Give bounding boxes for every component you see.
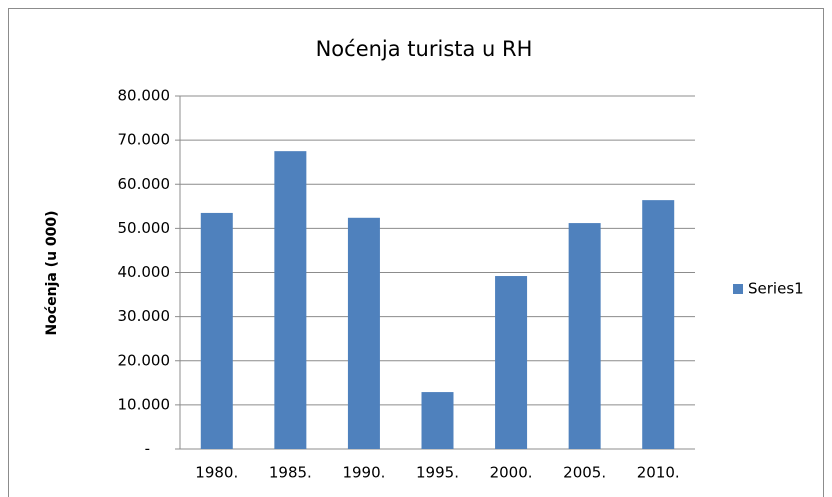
chart-title: Noćenja turista u RH [316,37,533,61]
x-tick-label: 1990. [342,464,385,482]
chart-frame [8,8,824,497]
y-tick-label: 60.000 [118,175,171,193]
bar [642,200,675,449]
y-tick-label: 70.000 [118,131,171,149]
legend-swatch [733,284,743,294]
legend-label: Series1 [748,280,804,298]
bar [421,392,454,449]
bar [274,151,307,449]
y-tick-label: 30.000 [118,307,171,325]
x-tick-label: 1985. [269,464,312,482]
bar [200,212,233,449]
y-tick-label: 50.000 [118,219,171,237]
x-tick-label: 2010. [637,464,680,482]
y-tick-label: - [145,440,150,458]
bar [347,217,380,449]
y-tick-label: 10.000 [118,395,171,413]
x-tick-label: 2005. [563,464,606,482]
y-tick-label: 80.000 [118,87,171,105]
bar [568,223,601,449]
y-tick-label: 20.000 [118,351,171,369]
x-tick-label: 2000. [490,464,533,482]
y-axis-label: Noćenja (u 000) [44,210,60,335]
x-tick-label: 1995. [416,464,459,482]
bar [495,276,528,449]
x-tick-label: 1980. [195,464,238,482]
y-tick-label: 40.000 [118,263,171,281]
